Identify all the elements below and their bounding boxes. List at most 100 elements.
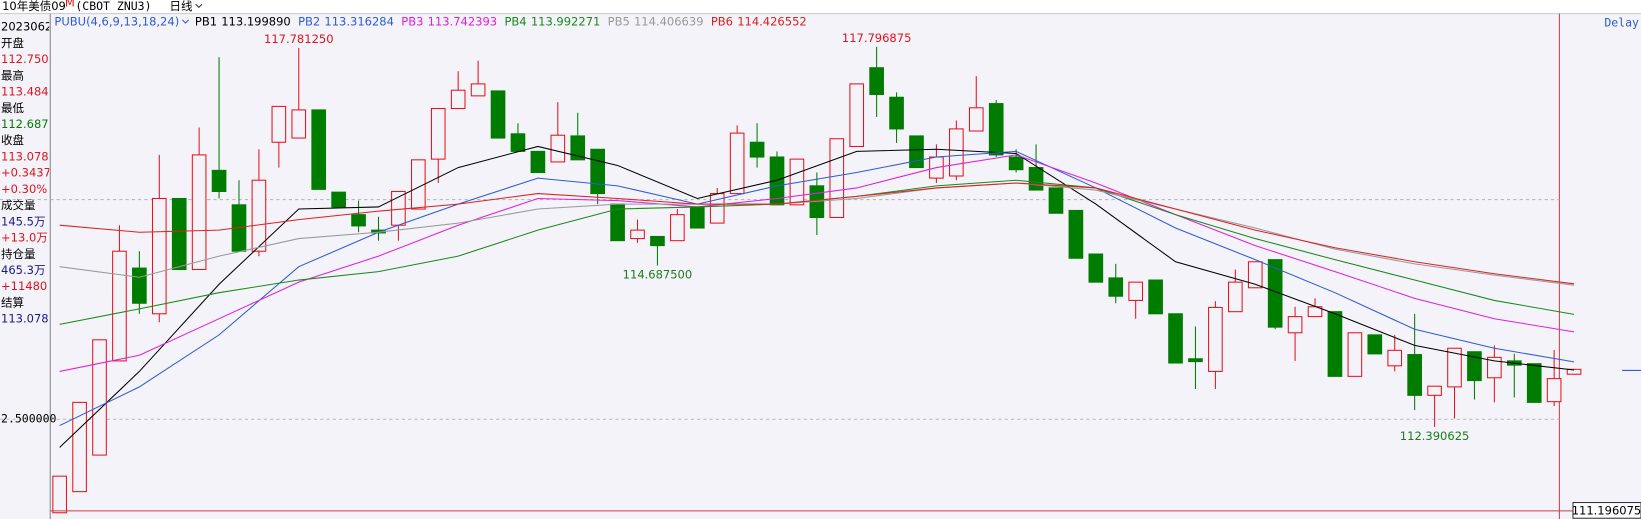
candle-body [1546,378,1562,403]
legend-name: PB4 [504,14,526,28]
candle-body [1048,187,1064,214]
legend-value: 114.406639 [634,14,704,28]
delay-label: Delay [1604,16,1639,30]
info-label: 最高 [1,68,24,82]
candle-body [769,156,785,206]
candle-body [1447,347,1462,388]
candle-body [1168,313,1183,364]
candle-body [1287,316,1303,334]
y-tick-label: 2.500000 [1,412,56,426]
info-label: 成交量 [1,198,36,212]
candle-body [1188,358,1203,363]
candle-body [1347,332,1363,377]
candle-body [331,191,346,208]
candle-body [610,203,625,242]
candle-body [191,154,207,271]
code: (CBOT ZNU3) [75,0,151,13]
info-panel: 20230623 开盘 112.7500 最高 113.4843 最低 112.6875 收盘… [1,20,60,326]
legend-value: 114.426552 [737,14,807,28]
candle-body [1327,311,1343,377]
candle-body [689,206,705,229]
info-value: 113.4843 [1,85,56,99]
period[interactable]: 日线 [170,0,194,13]
candle-body [351,214,366,227]
candle-body [1208,306,1223,372]
candle-body [570,135,586,161]
info-value: +11480 [1,279,47,293]
candle-body [650,235,665,247]
candle-body [849,83,865,147]
legend-name: PB2 [298,14,320,28]
info-value: +0.3437 [1,166,51,180]
info-value: 145.5万 [1,214,45,228]
price-annotation: 117.796875 [842,31,912,45]
legend-value: 113.316284 [324,14,394,28]
info-label: 最低 [1,101,25,115]
candle-body [151,197,167,315]
info-label: 开盘 [1,36,24,50]
price-annotation: 117.781250 [264,32,334,46]
symbol: 10年美债09 [2,0,66,13]
info-value: +0.30% [1,182,47,196]
info-value: 112.6875 [1,117,56,131]
candle-body [1367,334,1383,355]
candle-body [311,109,327,190]
indicator-arrow [181,19,189,24]
candle-body [291,109,307,139]
candle-body [1467,351,1482,382]
candle-body [909,135,924,169]
info-label: 结算 [1,295,24,309]
indicator-name: PUBU(4,6,9,13,18,24) [54,14,179,28]
legend-name: PB6 [711,14,733,28]
candle-body [1387,349,1403,367]
candle-body [949,128,964,177]
candle-body [132,267,147,304]
legend-value: 113.742393 [428,14,498,28]
candle-body [171,197,187,271]
candle-body [1028,167,1044,191]
info-value: +13.0万 [1,231,48,245]
info-value: 113.0781 [1,312,56,326]
info-date: 20230623 [1,20,60,34]
candle-body [1088,253,1104,283]
legend-name: PB1 [195,14,217,28]
price-annotation: 114.687500 [623,267,693,281]
candle-body [1108,277,1124,297]
info-label: 收盘 [1,133,24,147]
legend-value: 113.992271 [531,14,601,28]
candle-body [1526,363,1542,403]
cursor-price: 111.196075 [1572,503,1641,517]
cursor-price-box [1572,502,1641,519]
candle-body [112,250,127,362]
candle-body [211,169,227,192]
legend-value: 113.199890 [221,14,291,28]
indicator-line [59,182,1575,286]
candle-body [1267,259,1283,328]
candle-body [1427,385,1442,396]
candle-body [470,83,486,97]
candle-body [869,67,884,95]
legend-name: PB3 [401,14,423,28]
candle-body [1566,368,1582,375]
candle-body [1487,356,1502,379]
candle-body [430,107,446,160]
info-label: 持仓量 [1,247,36,261]
indicator-line [59,182,1575,285]
legend-name: PB5 [608,14,630,28]
badge: M [65,0,75,10]
candle-body [1148,279,1163,315]
indicator-line [59,154,1575,372]
dropdown-arrow[interactable] [195,3,203,9]
candle-body [1068,209,1084,259]
candle-body [530,150,546,174]
candle-body [550,134,566,163]
legend: PUBU(4,6,9,13,18,24) PB1 113.199890 PB2 113.… [54,14,806,28]
candle-body [1128,281,1144,301]
candle-body [630,229,645,240]
info-value: 112.7500 [1,52,56,66]
candle-body [968,107,984,132]
candle-body [510,133,526,152]
candle-body [749,141,765,158]
candle-body [988,103,1004,156]
